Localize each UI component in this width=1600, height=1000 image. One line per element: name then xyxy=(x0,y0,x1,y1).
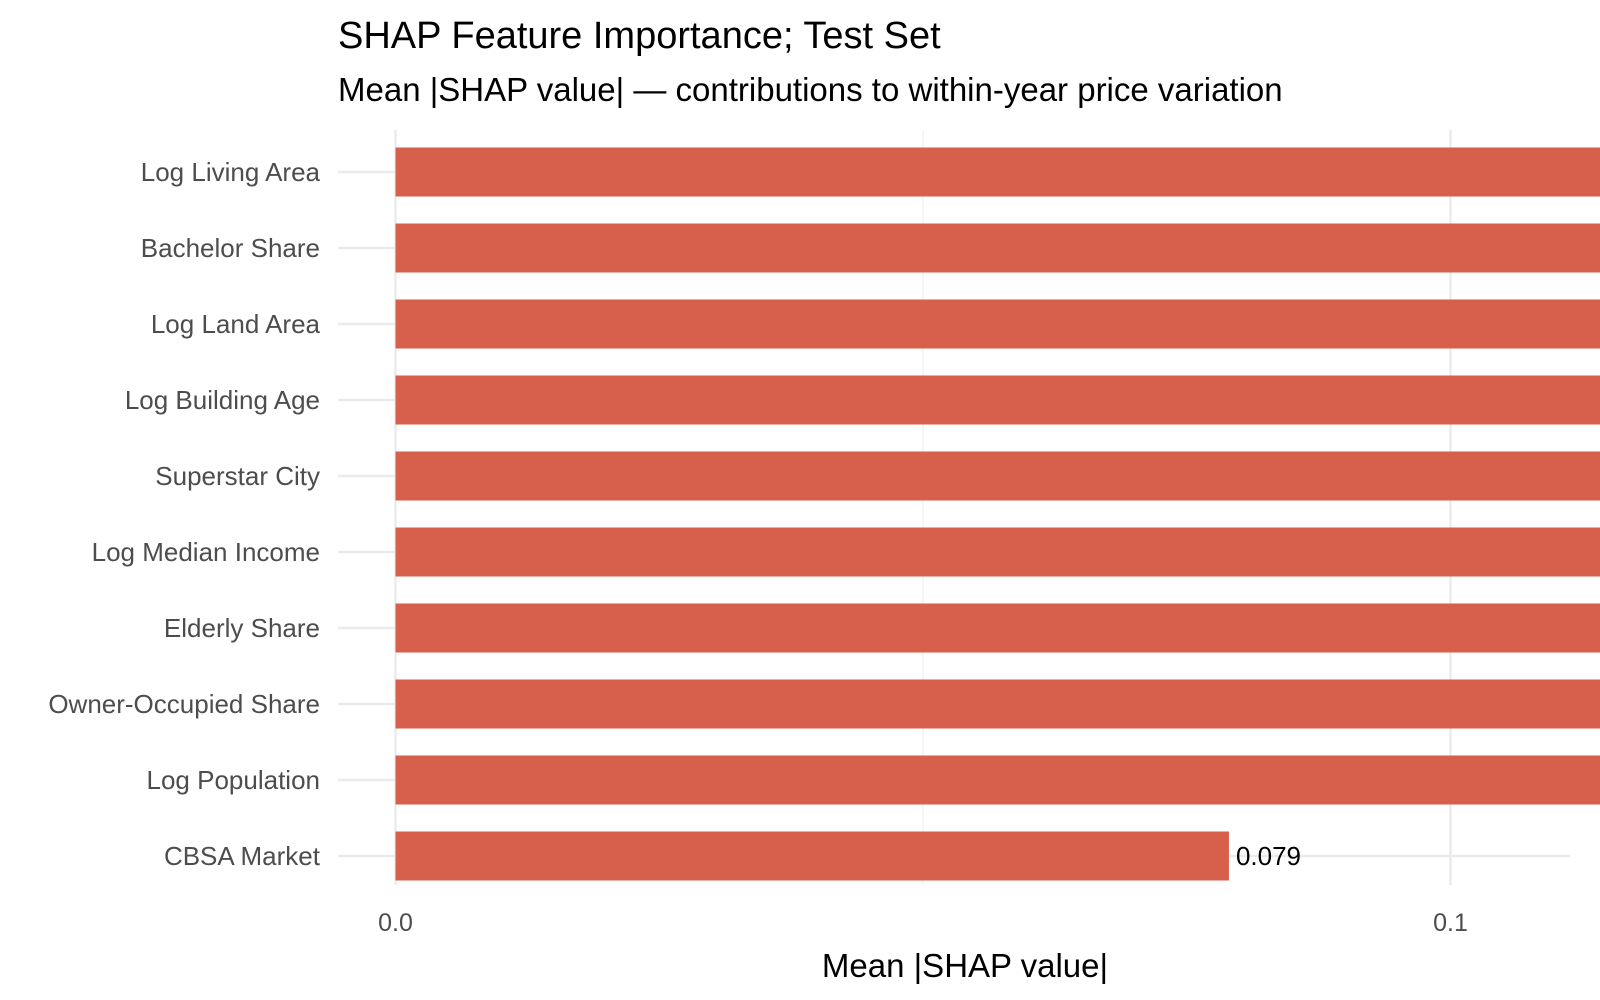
y-tick-label: Log Building Age xyxy=(125,385,320,415)
x-axis-label: Mean |SHAP value| xyxy=(822,947,1108,984)
y-axis-tick-labels: Log Living Area Bachelor Share Log Land Ar… xyxy=(48,157,320,871)
bar xyxy=(395,375,1600,425)
bar xyxy=(395,451,1600,501)
y-tick-label: Log Land Area xyxy=(151,309,321,339)
y-tick-label: Log Living Area xyxy=(141,157,321,187)
x-tick-label: 0.0 xyxy=(378,909,413,937)
y-tick-label: Elderly Share xyxy=(164,613,320,643)
bar xyxy=(395,299,1600,349)
x-axis-tick-labels: 0.00.10.20.3 xyxy=(378,909,1468,937)
chart-title: SHAP Feature Importance; Test Set xyxy=(338,15,941,57)
y-tick-label: Log Population xyxy=(147,765,320,795)
bar xyxy=(395,755,1600,805)
y-tick-label: CBSA Market xyxy=(164,841,321,871)
bar xyxy=(395,603,1600,653)
bar xyxy=(395,147,1600,197)
y-tick-label: Superstar City xyxy=(155,461,320,491)
bars xyxy=(395,147,1600,881)
y-tick-label: Log Median Income xyxy=(92,537,320,567)
y-tick-label: Bachelor Share xyxy=(141,233,320,263)
value-labels: 0.2820.2470.2350.1710.1590.1530.1440.131… xyxy=(1236,841,1301,871)
chart-subtitle: Mean |SHAP value| — contributions to wit… xyxy=(338,71,1283,108)
bar xyxy=(395,223,1600,273)
bar xyxy=(395,831,1229,881)
x-tick-label: 0.1 xyxy=(1433,909,1468,937)
value-label: 0.079 xyxy=(1236,841,1301,871)
y-tick-label: Owner-Occupied Share xyxy=(48,689,320,719)
bar xyxy=(395,527,1600,577)
bar xyxy=(395,679,1600,729)
